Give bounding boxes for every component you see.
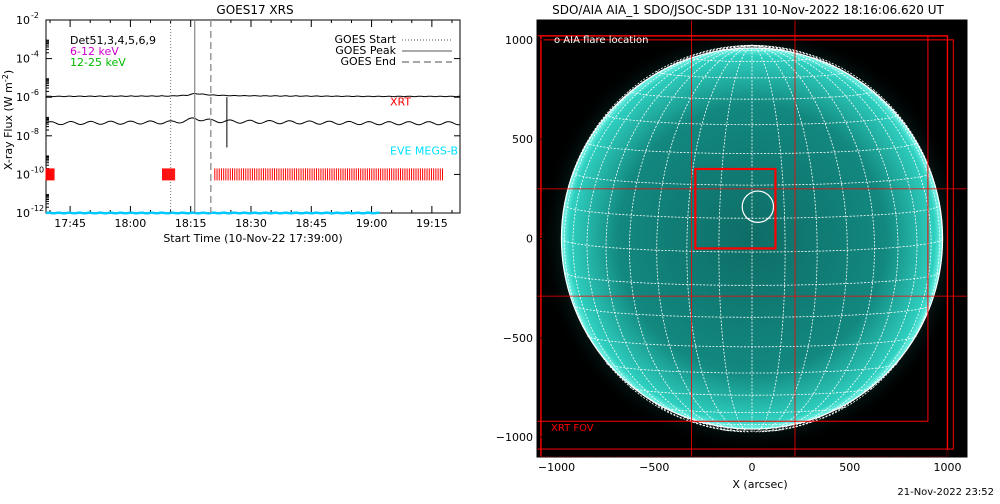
goes-channel-label-12-25: 12-25 keV	[70, 56, 126, 69]
aia-x-tick-label: −500	[639, 461, 669, 474]
goes-x-tick-label: 18:15	[175, 217, 207, 230]
aia-x-tick-label: 0	[749, 461, 756, 474]
band-label-xrt: XRT	[390, 95, 411, 108]
goes-y-tick-label: 10	[16, 130, 30, 143]
aia-x-tick-label: 500	[839, 461, 860, 474]
goes-x-tick-label: 19:15	[416, 217, 448, 230]
goes-x-tick-label: 17:45	[54, 217, 86, 230]
goes-x-axis-label: Start Time (10-Nov-22 17:39:00)	[163, 232, 342, 245]
aia-chart-title: SDO/AIA AIA_1 SDO/JSOC-SDP 131 10-Nov-20…	[552, 3, 944, 17]
goes-y-axis-label: X-ray Flux (W m-2)	[1, 70, 15, 170]
aia-legend: o AIA flare location	[554, 35, 648, 46]
goes-chart-title: GOES17 XRS	[216, 3, 293, 17]
aia-y-tick-label: 1000	[505, 34, 533, 47]
goes-y-tick-label: 10	[16, 91, 30, 104]
goes-y-tick-label: 10	[16, 53, 30, 66]
goes-x-tick-label: 18:00	[115, 217, 147, 230]
aia-x-tick-label: −1000	[538, 461, 575, 474]
goes-x-tick-label: 19:00	[356, 217, 388, 230]
goes-y-tick-label: 10	[16, 168, 30, 181]
goes-y-tick-exponent: -12	[31, 204, 44, 213]
xrt-fov-label: XRT FOV	[551, 423, 594, 434]
aia-panel: SDO/AIA AIA_1 SDO/JSOC-SDP 131 10-Nov-20…	[496, 3, 967, 491]
goes-x-tick-label: 18:45	[295, 217, 327, 230]
footer-timestamp: 21-Nov-2022 23:52	[897, 487, 994, 498]
goes-y-tick-label: 10	[16, 207, 30, 220]
goes-y-axis-label-text: X-ray Flux (W m	[2, 82, 15, 170]
aia-y-tick-label: 500	[512, 133, 533, 146]
goes-y-tick-exponent: -6	[31, 88, 39, 97]
goes-y-tick-exponent: -8	[31, 127, 39, 136]
aia-y-tick-label: 0	[526, 233, 533, 246]
goes-y-tick-exponent: -4	[31, 50, 39, 59]
band-label-eve: EVE MEGS-B	[390, 144, 458, 157]
aia-x-axis-label: X (arcsec)	[732, 478, 787, 491]
aia-y-tick-label: −500	[503, 332, 533, 345]
goes-y-axis-label-exp: -2	[1, 74, 10, 82]
goes-y-axis-label-close: )	[2, 70, 15, 74]
aia-x-tick-label: 1000	[933, 461, 961, 474]
goes-y-tick-label: 10	[16, 14, 30, 27]
aia-y-tick-label: −1000	[496, 431, 533, 444]
goes-y-tick-exponent: -2	[31, 11, 39, 20]
legend-goes-end-label: GOES End	[340, 55, 396, 68]
goes-x-tick-label: 18:30	[235, 217, 267, 230]
goes-y-tick-exponent: -10	[31, 165, 44, 174]
